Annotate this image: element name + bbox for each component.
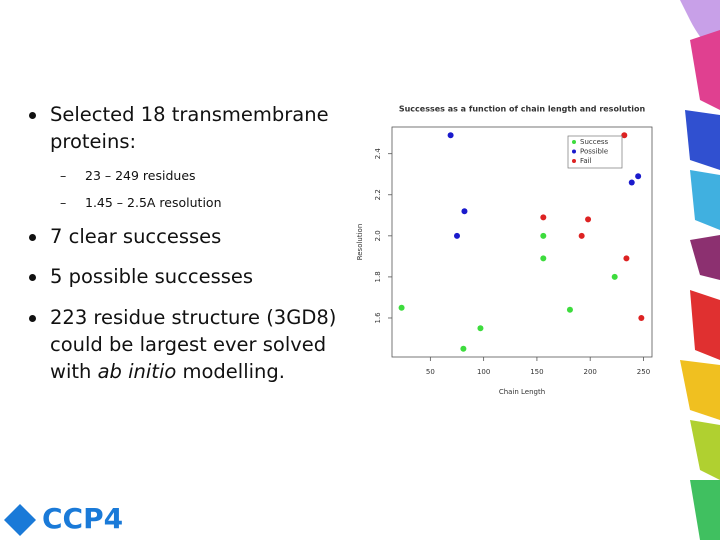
bullet (29, 315, 36, 322)
point (638, 314, 645, 321)
bullet (29, 274, 36, 281)
point (461, 208, 468, 215)
legend-marker (572, 159, 576, 163)
point (540, 214, 547, 221)
point (585, 216, 592, 223)
legend-label: Possible (580, 148, 608, 156)
chart-title: Successes as a function of chain length … (399, 105, 646, 114)
point (578, 232, 585, 239)
x-tick-label: 100 (477, 368, 490, 376)
point (477, 325, 484, 332)
legend-marker (572, 140, 576, 144)
x-tick-label: 150 (530, 368, 543, 376)
plot-frame (391, 126, 653, 358)
point (447, 132, 454, 139)
bullet-text: 7 clear successes (50, 225, 222, 248)
point (635, 173, 642, 180)
logo: CCP4 (42, 502, 123, 535)
x-tick-label: 200 (584, 368, 597, 376)
text: modelling. (176, 360, 285, 383)
text: ab initio (97, 360, 177, 383)
bullet-text: 5 possible successes (50, 265, 254, 288)
y-tick-label: 1.8 (374, 271, 382, 282)
legend-label: Fail (580, 157, 592, 165)
decoration (4, 0, 720, 540)
point (623, 255, 630, 262)
x-axis-label: Chain Length (499, 388, 545, 396)
legend-label: Success (580, 138, 609, 146)
x-tick-label: 50 (426, 368, 435, 376)
legend-marker (572, 149, 576, 154)
point (398, 304, 405, 311)
text: 223 residue structure (3GD8) could be la… (50, 306, 337, 383)
legend-box (567, 135, 623, 169)
point (540, 232, 547, 239)
y-tick-label: 2.2 (374, 189, 382, 200)
point (611, 273, 618, 280)
sub-bullet: 23 – 249 residues (85, 168, 196, 183)
point (621, 132, 628, 139)
bullet-text: 223 residue structure (3GD8) could be la… (50, 304, 340, 385)
point (540, 255, 547, 262)
sub-marker: – (60, 168, 67, 183)
y-tick-label: 2.0 (374, 230, 382, 241)
x-tick-label: 250 (637, 368, 650, 376)
bullet-text: Selected 18 transmembrane proteins: (50, 103, 329, 153)
point (566, 306, 573, 313)
y-tick-label: 2.4 (374, 148, 382, 160)
point (628, 179, 635, 186)
bullet (29, 234, 36, 241)
sub-marker: – (60, 195, 67, 210)
y-tick-label: 1.6 (374, 312, 382, 324)
bullet (29, 112, 36, 119)
sub-bullet: 1.45 – 2.5A resolution (85, 195, 222, 210)
y-axis-label: Resolution (356, 224, 364, 261)
point (454, 232, 460, 239)
point (460, 345, 467, 352)
